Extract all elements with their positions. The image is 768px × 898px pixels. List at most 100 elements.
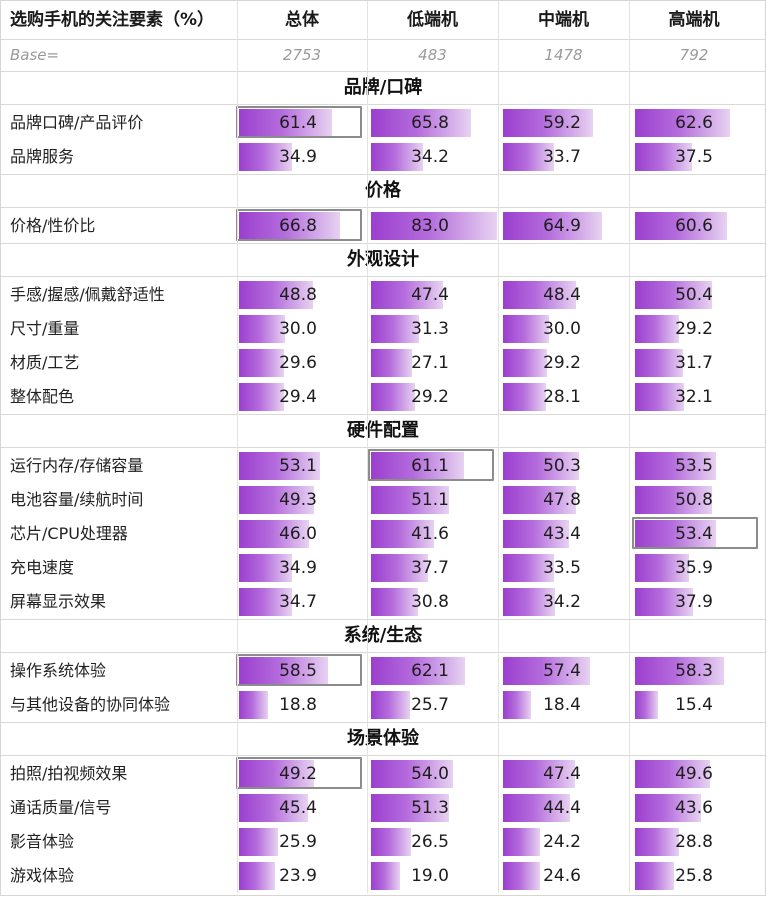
bar-value-label: 34.2 <box>543 592 581 612</box>
bar-cell: 29.2 <box>635 315 761 343</box>
bar <box>239 760 314 788</box>
bar <box>635 109 730 137</box>
bar <box>503 383 546 411</box>
bar-value-label: 49.3 <box>279 490 317 510</box>
bar-cell: 62.6 <box>635 109 761 137</box>
bar-value-label: 35.9 <box>675 558 713 578</box>
bar-value-label: 62.6 <box>675 113 713 133</box>
bar <box>635 486 712 514</box>
item-label: 材质/工艺 <box>10 353 80 372</box>
bar-cell: 37.5 <box>635 143 761 171</box>
base-row: Base= 2753 483 1478 792 <box>1 40 765 71</box>
bar <box>635 657 724 685</box>
highlight-box <box>632 517 758 549</box>
base-label: Base= <box>10 46 60 64</box>
bar-value-label: 49.2 <box>279 764 317 784</box>
bar-cell: 29.2 <box>503 349 629 377</box>
bar-cell: 41.6 <box>371 520 497 548</box>
bar-cell: 49.2 <box>236 757 365 789</box>
bar-cell: 24.2 <box>503 828 629 856</box>
item-label: 运行内存/存储容量 <box>10 456 144 475</box>
item-label: 品牌口碑/产品评价 <box>10 113 144 132</box>
bar-value-label: 49.6 <box>675 764 713 784</box>
item-label: 价格/性价比 <box>10 216 96 235</box>
bar-value-label: 58.5 <box>279 661 317 681</box>
bar-cell: 49.3 <box>239 486 365 514</box>
bar <box>635 794 701 822</box>
item-label: 尺寸/重量 <box>10 319 80 338</box>
bar-value-label: 28.8 <box>675 832 713 852</box>
bar-cell: 49.6 <box>635 760 761 788</box>
bar-value-label: 28.1 <box>543 387 581 407</box>
bar <box>371 657 465 685</box>
bar-value-label: 43.4 <box>543 524 581 544</box>
item-label: 屏幕显示效果 <box>10 592 107 611</box>
item-label: 充电速度 <box>10 558 75 577</box>
item-label: 芯片/CPU处理器 <box>10 524 128 543</box>
bar-value-label: 41.6 <box>411 524 449 544</box>
bar-cell: 28.1 <box>503 383 629 411</box>
bar <box>503 281 576 309</box>
bar-value-label: 48.4 <box>543 285 581 305</box>
bar-cell: 30.8 <box>371 588 497 616</box>
bar-value-label: 32.1 <box>675 387 713 407</box>
bar-cell: 54.0 <box>371 760 497 788</box>
bar <box>371 315 419 343</box>
highlight-box <box>368 449 494 481</box>
bar-cell: 30.0 <box>239 315 365 343</box>
item-label: 操作系统体验 <box>10 661 107 680</box>
bar-value-label: 57.4 <box>543 661 581 681</box>
bar-cell: 59.2 <box>503 109 629 137</box>
bar-cell: 24.6 <box>503 862 629 890</box>
bar-value-label: 50.8 <box>675 490 713 510</box>
row-divider <box>1 447 765 448</box>
base-value-1: 483 <box>418 46 447 64</box>
bar-cell: 57.4 <box>503 657 629 685</box>
base-value-2: 1478 <box>544 46 583 64</box>
bar-value-label: 34.2 <box>411 147 449 167</box>
bar <box>239 383 284 411</box>
bar-value-label: 83.0 <box>411 216 449 236</box>
row-divider <box>1 39 765 40</box>
bar <box>635 315 679 343</box>
bar <box>635 143 692 171</box>
bar-value-label: 50.4 <box>675 285 713 305</box>
bar-cell: 25.9 <box>239 828 365 856</box>
bar-value-label: 18.8 <box>279 695 317 715</box>
column-divider <box>367 1 368 893</box>
bar <box>371 349 412 377</box>
bar <box>503 212 602 240</box>
bar <box>635 862 674 890</box>
bar <box>239 212 340 240</box>
bar-value-label: 59.2 <box>543 113 581 133</box>
bar-cell: 32.1 <box>635 383 761 411</box>
bar-value-label: 47.4 <box>543 764 581 784</box>
bar-cell: 45.4 <box>239 794 365 822</box>
row-divider <box>1 276 765 277</box>
bar-value-label: 54.0 <box>411 764 449 784</box>
bar-value-label: 25.8 <box>675 866 713 886</box>
bar-cell: 19.0 <box>371 862 497 890</box>
bar-cell: 47.4 <box>503 760 629 788</box>
bar <box>635 452 716 480</box>
base-value-3: 792 <box>679 46 709 64</box>
bar <box>371 691 410 719</box>
bar <box>503 452 579 480</box>
bar <box>371 143 423 171</box>
header-row: 选购手机的关注要素（%） 总体 低端机 中端机 高端机 <box>1 1 765 39</box>
category-title: 系统/生态 <box>343 625 423 646</box>
bar-value-label: 19.0 <box>411 866 449 886</box>
bar-cell: 46.0 <box>239 520 365 548</box>
bar-value-label: 34.9 <box>279 147 317 167</box>
bar <box>635 349 683 377</box>
header-label: 选购手机的关注要素（%） <box>10 10 215 30</box>
category-title: 价格 <box>365 180 401 201</box>
bar-value-label: 46.0 <box>279 524 317 544</box>
bar-value-label: 61.4 <box>279 113 317 133</box>
bar-value-label: 24.6 <box>543 866 581 886</box>
row-divider <box>1 71 765 72</box>
bar-cell: 34.9 <box>239 143 365 171</box>
bar-value-label: 33.7 <box>543 147 581 167</box>
bar <box>503 828 540 856</box>
bar-cell: 30.0 <box>503 315 629 343</box>
